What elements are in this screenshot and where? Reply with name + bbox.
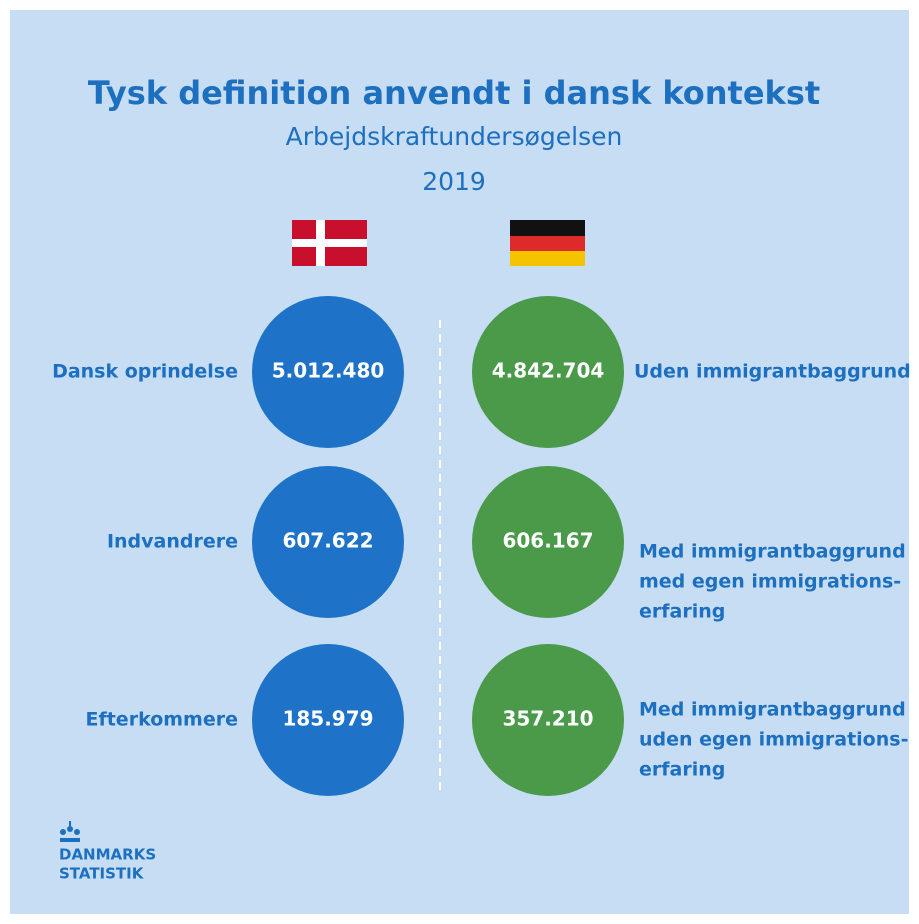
- label: Indvandrere: [107, 531, 238, 553]
- value: 185.979: [282, 707, 373, 731]
- circle-denmark: [252, 296, 404, 448]
- value: 4.842.704: [492, 359, 605, 383]
- danish-flag: [292, 220, 367, 266]
- circle-germany: [472, 466, 624, 618]
- label: uden egen immigrations-: [639, 729, 908, 751]
- label: Med immigrantbaggrund: [639, 699, 906, 721]
- title: Tysk definition anvendt i dansk kontekst: [88, 74, 820, 112]
- german-flag: [510, 220, 585, 266]
- label: erfaring: [639, 601, 725, 623]
- logo-crown: [60, 821, 80, 842]
- circle-germany: [472, 296, 624, 448]
- circle-denmark: [252, 644, 404, 796]
- logo-text: DANMARKS: [59, 846, 156, 864]
- value: 357.210: [502, 707, 593, 731]
- background: [10, 10, 909, 914]
- logo-text: STATISTIK: [59, 865, 145, 883]
- circle-denmark: [252, 466, 404, 618]
- label: erfaring: [639, 759, 725, 781]
- label: Uden immigrantbaggrund: [634, 361, 911, 383]
- label: Efterkommere: [85, 709, 238, 731]
- label: med egen immigrations-: [639, 571, 901, 593]
- value: 606.167: [502, 529, 593, 553]
- value: 607.622: [282, 529, 373, 553]
- subtitle: Arbejdskraftundersøgelsen: [286, 122, 623, 151]
- label: Dansk oprindelse: [52, 361, 238, 383]
- value: 5.012.480: [272, 359, 385, 383]
- circle-germany: [472, 644, 624, 796]
- year: 2019: [422, 167, 486, 196]
- label: Med immigrantbaggrund: [639, 541, 906, 563]
